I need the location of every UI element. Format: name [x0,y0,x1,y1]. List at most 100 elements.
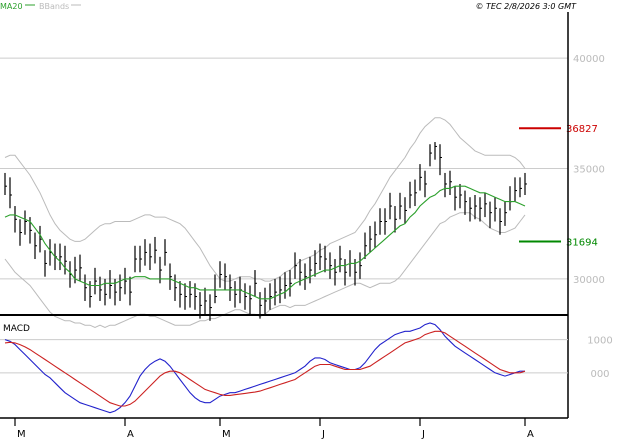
ohlc-bar [434,142,437,160]
ohlc-bar [524,172,527,196]
ohlc-bar [514,177,517,202]
x-tick-label: J [321,429,325,440]
price-plot-area [0,12,568,314]
ohlc-bar [469,197,472,222]
ohlc-bar [44,250,47,277]
ohlc-bar [339,245,342,273]
ohlc-bar [19,219,22,246]
ohlc-bar [419,164,422,191]
macd-title: MACD [3,324,30,334]
ohlc-bar [414,179,417,207]
price-y-tick-label: 40000 [573,54,605,65]
ohlc-bar [304,263,307,290]
ohlc-bar [404,197,407,224]
macd-lines [4,322,526,414]
ohlc-bar [439,144,442,176]
ohlc-bar [389,192,392,220]
ohlc-bar [324,245,327,273]
ohlc-bar [129,276,132,306]
ohlc-bar [124,267,127,295]
ohlc-bar [519,177,522,198]
ma20-line [4,185,526,300]
macd-y-tick-label: 1000 [587,336,612,347]
ohlc-bar [359,252,362,279]
ohlc-bar [224,263,227,290]
ohlc-bar [344,259,347,286]
macd-signal-line [4,330,526,407]
level-label: 36827 [566,124,598,135]
price-panel: 36827 31694 40000 35000 30000 [0,12,605,329]
macd-y-tick-label: 000 [590,369,609,380]
ohlc-bar [374,221,377,248]
ohlc-bar [399,192,402,220]
ohlc-bar [9,177,12,209]
ohlc-bar [59,243,62,271]
ohlc-bar [164,239,167,266]
ohlc-bar [314,250,317,277]
ohlc-bar [459,183,462,209]
macd-y-ticks: 1000 000 [587,336,612,380]
ohlc-bar [94,267,97,295]
price-ma [4,185,526,300]
ohlc-bar [34,232,37,260]
ohlc-bar [189,281,192,308]
ohlc-bar [489,201,492,229]
ohlc-bar [394,206,397,233]
legend-bbands-label: BBands [39,2,69,11]
ohlc-bar [474,195,477,220]
ohlc-bar [219,261,222,288]
ohlc-bar [269,283,272,310]
ohlc-bar [504,201,507,226]
ohlc-bar [134,245,137,273]
ohlc-bar [264,287,267,315]
ohlc-bar [84,274,87,301]
x-tick-label: A [527,429,534,440]
x-tick-label: A [127,429,134,440]
ohlc-bar [329,252,332,279]
macd-grid [0,339,568,374]
ohlc-bar [119,274,122,301]
ohlc-bar [229,274,232,301]
ohlc-bar [99,276,102,301]
ohlc-bar [249,285,252,315]
level-label: 31694 [566,237,598,248]
ohlc-bar [364,232,367,260]
ohlc-bar [284,272,287,299]
ohlc-bar [109,270,112,299]
macd-macd-line [4,322,525,414]
copyright-stamp: © TEC 2/8/2026 3:0 GMT [476,2,578,11]
ohlc-bar [154,236,157,264]
ohlc-bar [274,278,277,306]
bollinger-band-upper [4,117,526,282]
ohlc-bar [64,245,67,275]
x-tick-label: J [421,429,425,440]
ohlc-bar [144,239,147,266]
ohlc-bar [319,243,322,271]
ohlc-bar [179,281,182,308]
ohlc-bar [484,192,487,218]
ohlc-bar [254,270,257,297]
ohlc-bar [294,252,297,279]
legend-ma20-label: MA20 [0,2,23,11]
ohlc-bar [449,170,452,196]
ohlc-bar [384,208,387,235]
ohlc-bar [214,274,217,304]
ohlc-bar [454,186,457,211]
ohlc-bar [334,259,337,286]
ohlc-bar [379,208,382,235]
ohlc-bar [309,256,312,284]
ohlc-bar [444,172,447,198]
ohlc-bar [479,197,482,222]
ohlc-bar [204,287,207,315]
price-y-tick-label: 30000 [573,275,605,286]
ohlc-bar [279,276,282,304]
ohlc-bar [429,144,432,167]
ohlc-bar [184,283,187,310]
ohlc-bar [149,243,152,271]
ohlc-bar [139,245,142,273]
ohlc-bar [24,210,27,235]
ohlc-bar [494,197,497,222]
header-legend: MA20 BBands © TEC 2/8/2026 3:0 GMT [0,2,577,11]
